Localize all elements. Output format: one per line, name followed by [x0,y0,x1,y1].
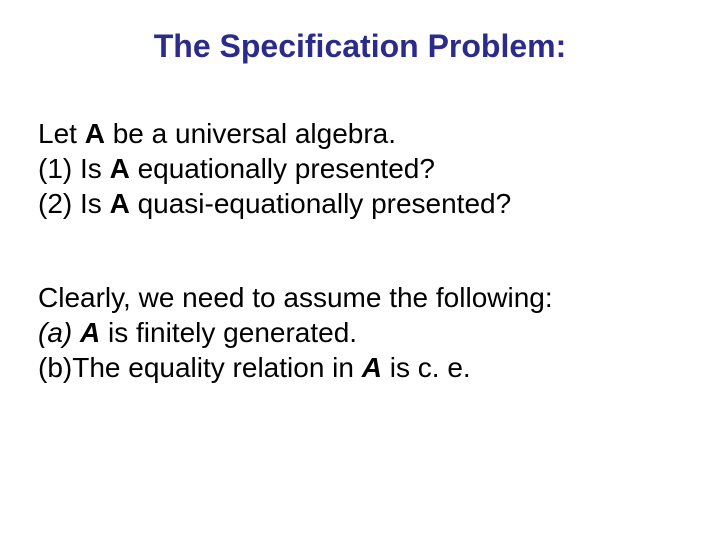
line-a: (a) A is finitely generated. [38,315,682,350]
text: quasi-equationally presented? [130,188,511,219]
slide: The Specification Problem: Let A be a un… [0,0,720,540]
text: Let [38,118,85,149]
algebra-symbol: A [80,317,100,348]
text: The equality relation in [72,352,362,383]
algebra-symbol: A [362,352,382,383]
content-block-1: Let A be a universal algebra. (1) Is A e… [38,116,682,221]
slide-title: The Specification Problem: [0,28,720,65]
algebra-symbol: A [110,188,130,219]
content-block-2: Clearly, we need to assume the following… [38,280,682,385]
space [72,317,80,348]
text: (1) Is [38,153,110,184]
algebra-symbol: A [85,118,105,149]
line-q2: (2) Is A quasi-equationally presented? [38,186,682,221]
label-b: (b) [38,352,72,383]
line-assume: Clearly, we need to assume the following… [38,280,682,315]
text: (2) Is [38,188,110,219]
text: is c. e. [382,352,471,383]
text: is finitely generated. [100,317,357,348]
text: be a universal algebra. [105,118,396,149]
algebra-symbol: A [110,153,130,184]
line-b: (b)The equality relation in A is c. e. [38,350,682,385]
line-let-a: Let A be a universal algebra. [38,116,682,151]
text: equationally presented? [130,153,435,184]
line-q1: (1) Is A equationally presented? [38,151,682,186]
label-a: (a) [38,317,72,348]
